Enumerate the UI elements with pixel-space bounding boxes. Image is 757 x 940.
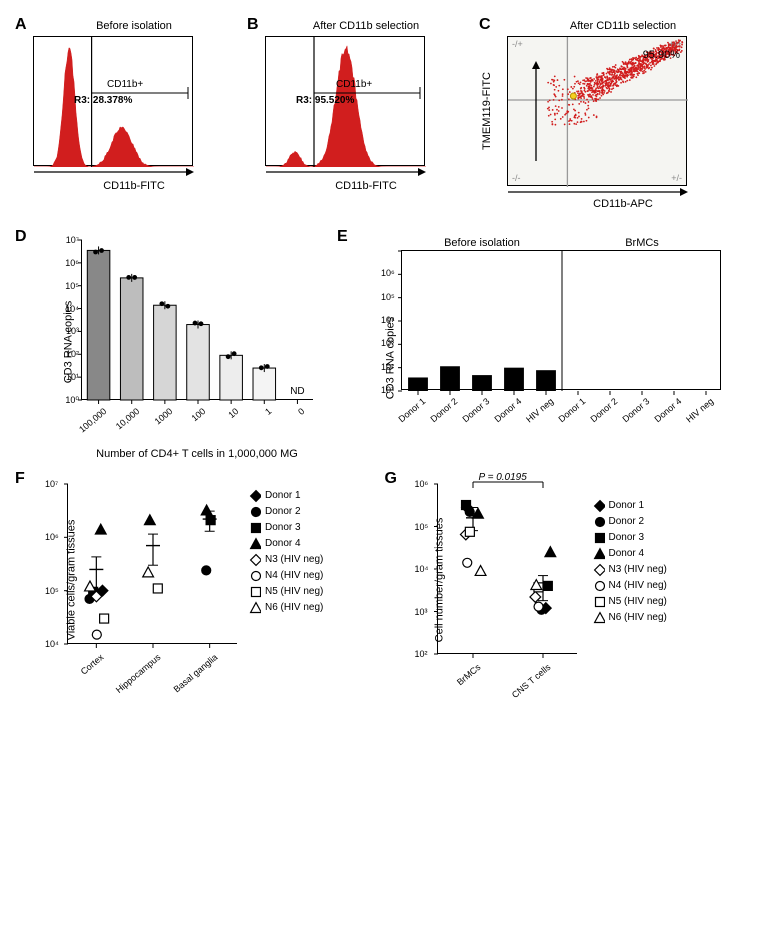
panel-B-plot: CD11b+ R3: 95.520% — [265, 36, 425, 166]
legend-item: N4 (HIV neg) — [249, 568, 323, 584]
panel-A-plot: CD11b+ R3: 28.378% — [33, 36, 193, 166]
quad-br: +/- — [671, 173, 682, 183]
legend-item: N3 (HIV neg) — [593, 562, 667, 578]
panel-A: A Before isolation CD11b+ R3: 28.378% CD… — [15, 20, 235, 210]
panel-G-legend: Donor 1Donor 2Donor 3Donor 4N3 (HIV neg)… — [593, 498, 667, 626]
figure-root: A Before isolation CD11b+ R3: 28.378% CD… — [0, 0, 757, 756]
panel-E-plot: Before isolation BrMCs — [401, 250, 721, 390]
panel-C-title: After CD11b selection — [507, 20, 739, 32]
panel-C-label: C — [479, 16, 491, 34]
panel-F: F Viable cells/gram tissues 10⁴10⁵10⁶10⁷… — [15, 474, 373, 714]
panel-C-plot: TMEM119-FITC -/+ +/+ -/- +/- 95.90% — [507, 36, 687, 186]
legend-item: Donor 2 — [249, 504, 323, 520]
legend-item: N6 (HIV neg) — [249, 600, 323, 616]
legend-item: Donor 1 — [593, 498, 667, 514]
legend-item: Donor 4 — [249, 536, 323, 552]
panel-C-yaxis — [529, 61, 543, 161]
row-3: F Viable cells/gram tissues 10⁴10⁵10⁶10⁷… — [15, 474, 742, 714]
legend-item: N5 (HIV neg) — [593, 594, 667, 610]
svg-text:ND: ND — [290, 386, 304, 397]
row-2: D CD3 RNA copies ND 10⁰10¹10²10³10⁴10⁵10… — [15, 232, 742, 452]
legend-item: Donor 1 — [249, 488, 323, 504]
panel-A-gate: CD11b+ — [107, 79, 143, 90]
panel-B: B After CD11b selection CD11b+ R3: 95.52… — [247, 20, 467, 210]
panel-A-xaxis: CD11b-FITC — [33, 180, 235, 192]
panel-C-ylabel: TMEM119-FITC — [481, 72, 493, 150]
panel-G-pvalue: P = 0.0195 — [479, 472, 527, 483]
panel-B-region: R3: 95.520% — [296, 95, 354, 106]
panel-E: E CD3 RNA copies Before isolation BrMCs … — [337, 232, 737, 452]
legend-item: Donor 3 — [249, 520, 323, 536]
quad-bl: -/- — [512, 173, 521, 183]
quad-tr: +/+ — [669, 39, 682, 49]
panel-B-title: After CD11b selection — [265, 20, 467, 32]
legend-item: N4 (HIV neg) — [593, 578, 667, 594]
panel-B-xaxis: CD11b-FITC — [265, 180, 467, 192]
legend-item: N3 (HIV neg) — [249, 552, 323, 568]
panel-F-plot — [67, 484, 237, 644]
panel-E-group2: BrMCs — [562, 237, 722, 249]
legend-item: N6 (HIV neg) — [593, 610, 667, 626]
panel-G: G Cell number/gram tissues 10²10³10⁴10⁵1… — [385, 474, 743, 714]
legend-item: N5 (HIV neg) — [249, 584, 323, 600]
panel-A-label: A — [15, 16, 27, 34]
panel-E-group1: Before isolation — [402, 237, 562, 249]
legend-item: Donor 2 — [593, 514, 667, 530]
panel-D: D CD3 RNA copies ND 10⁰10¹10²10³10⁴10⁵10… — [15, 232, 325, 452]
panel-A-title: Before isolation — [33, 20, 235, 32]
row-1: A Before isolation CD11b+ R3: 28.378% CD… — [15, 20, 742, 210]
panel-D-plot: ND — [81, 240, 313, 400]
panel-C: C After CD11b selection TMEM119-FITC -/+… — [479, 20, 739, 210]
panel-B-label: B — [247, 16, 259, 34]
panel-C-pct: 95.90% — [643, 49, 680, 61]
panel-A-region: R3: 28.378% — [74, 95, 132, 106]
panel-G-plot — [437, 484, 577, 654]
legend-item: Donor 3 — [593, 530, 667, 546]
legend-item: Donor 4 — [593, 546, 667, 562]
panel-B-gate: CD11b+ — [336, 79, 372, 90]
panel-D-xlabel: Number of CD4+ T cells in 1,000,000 MG — [81, 448, 313, 460]
panel-E-label: E — [337, 228, 348, 246]
panel-C-xaxis: CD11b-APC — [507, 198, 739, 210]
quad-tl: -/+ — [512, 39, 523, 49]
panel-D-label: D — [15, 228, 27, 246]
panel-F-legend: Donor 1Donor 2Donor 3Donor 4N3 (HIV neg)… — [249, 488, 323, 616]
